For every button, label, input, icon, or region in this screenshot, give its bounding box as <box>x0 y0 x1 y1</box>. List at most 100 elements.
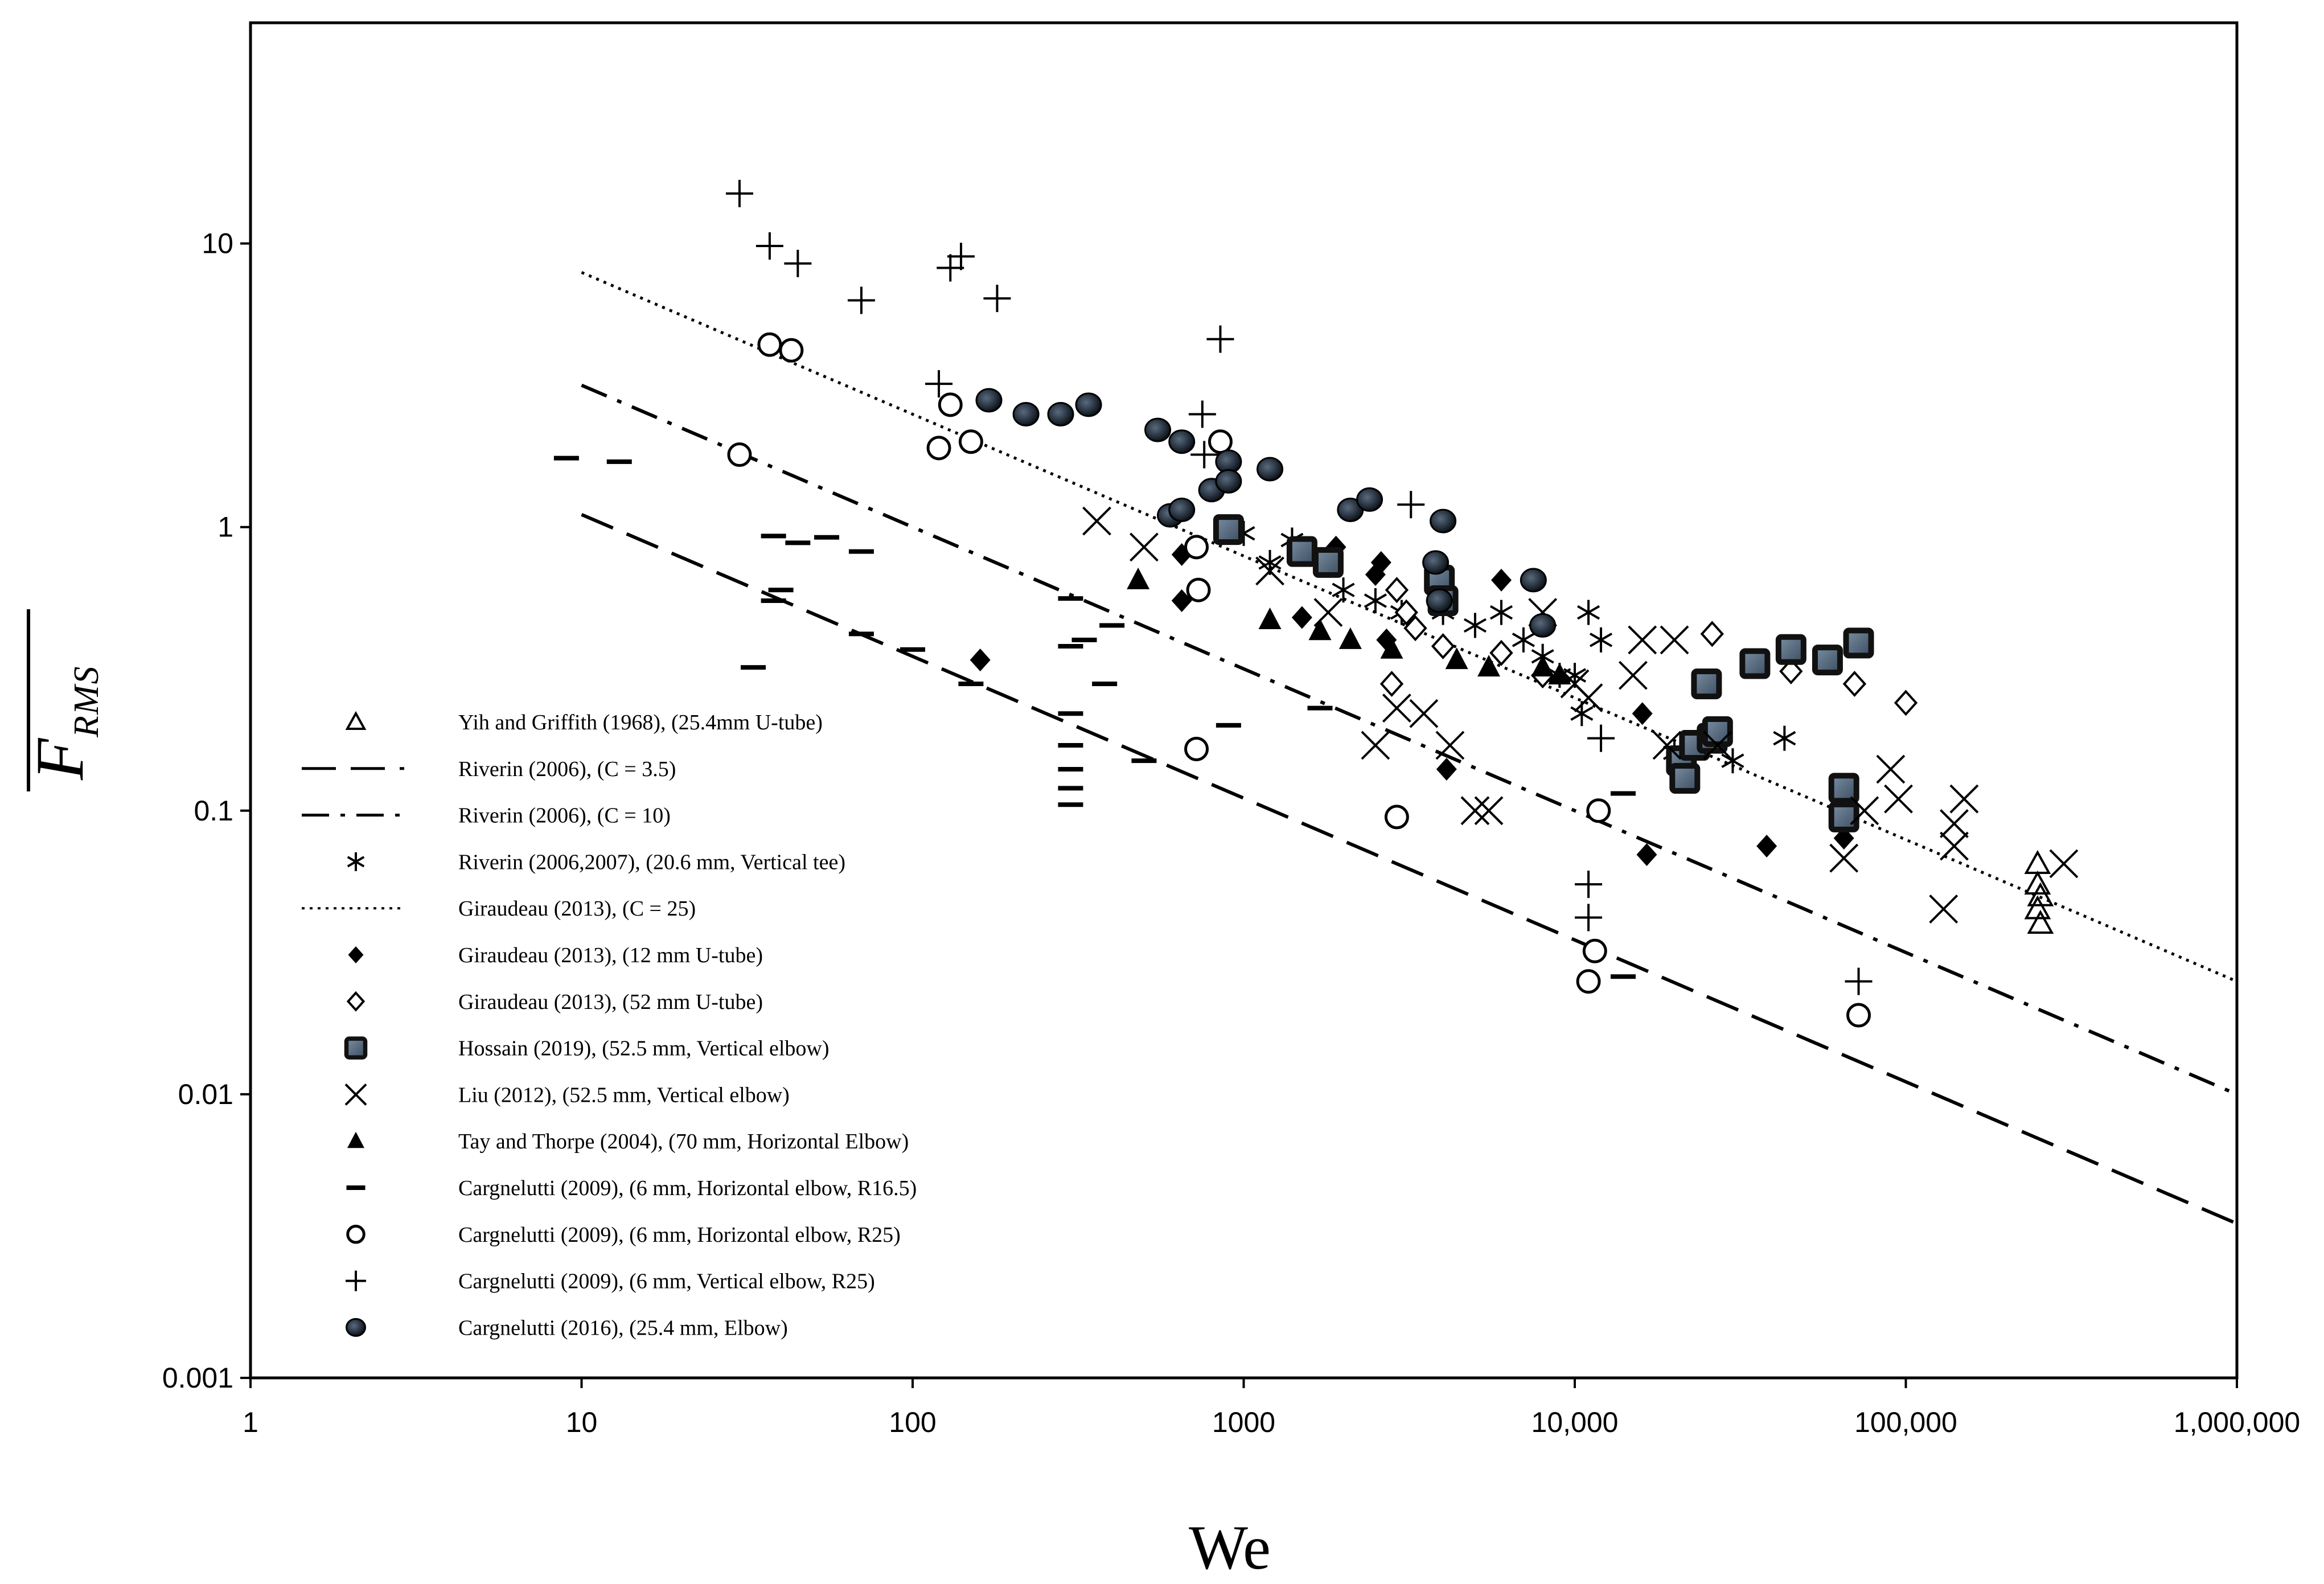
data-point-ellipse-filled <box>1426 588 1453 613</box>
x-stroke <box>1382 693 1411 723</box>
data-point-triangle-open <box>2027 882 2054 906</box>
legend-item: Liu (2012), (52.5 mm, Vertical elbow) <box>344 1083 790 1107</box>
data-point-square-filled <box>1286 536 1317 567</box>
legend-item: Riverin (2006), (C = 3.5) <box>302 757 676 781</box>
series-triangle-filled <box>1127 567 1571 685</box>
x-stroke <box>1703 731 1732 760</box>
data-point-asterisk <box>1577 600 1600 625</box>
data-point-triangle-open <box>2024 850 2051 874</box>
asterisk-stroke <box>1332 582 1355 597</box>
asterisk-stroke <box>1463 618 1487 633</box>
data-point-ellipse-filled <box>1422 550 1450 575</box>
legend-label: Riverin (2006,2007), (20.6 mm, Vertical … <box>458 850 845 874</box>
data-point-x <box>1929 894 1958 924</box>
asterisk-stroke <box>1512 633 1535 647</box>
legend-item: Giraudeau (2013), (C = 25) <box>302 897 696 921</box>
data-point-x <box>1940 831 1969 861</box>
legend-item: Cargnelutti (2009), (6 mm, Vertical elbo… <box>346 1270 875 1294</box>
series-circle-open <box>727 332 1871 1028</box>
legend-label: Hossain (2019), (52.5 mm, Vertical elbow… <box>458 1037 830 1061</box>
data-point-x <box>1361 731 1390 760</box>
data-point-diamond-open <box>1700 621 1724 647</box>
data-point-ellipse-filled <box>1012 401 1040 426</box>
legend-label: Riverin (2006), (C = 10) <box>458 804 671 828</box>
data-point-square-filled <box>1843 627 1874 659</box>
legend-marker-dash <box>346 1185 366 1190</box>
data-point-x <box>1652 731 1682 760</box>
x-stroke <box>1929 894 1958 924</box>
legend-item: Giraudeau (2013), (12 mm U-tube) <box>348 943 763 967</box>
data-point-dash <box>1099 623 1125 628</box>
plot-frame <box>249 21 2239 1380</box>
data-point-ellipse-filled <box>1075 392 1102 417</box>
series-dash <box>553 455 1636 979</box>
legend-label: Cargnelutti (2009), (6 mm, Vertical elbo… <box>458 1270 875 1294</box>
asterisk-stroke <box>347 856 365 868</box>
x-stroke <box>1255 556 1284 586</box>
data-point-plus <box>925 370 953 398</box>
legend-item: Cargnelutti (2009), (6 mm, Horizontal el… <box>346 1176 917 1200</box>
x-tick-label: 1000 <box>1212 1406 1275 1438</box>
y-tick-label: 0.001 <box>162 1362 233 1394</box>
data-point-diamond-filled <box>1756 835 1777 858</box>
legend-marker-square-filled <box>344 1036 368 1060</box>
data-point-ellipse-filled <box>1356 487 1383 512</box>
legend-marker-diamond-filled <box>348 946 364 963</box>
data-point-x <box>1850 796 1879 826</box>
data-point-triangle-filled <box>1127 567 1150 589</box>
data-point-plus <box>947 243 975 270</box>
data-point-diamond-filled <box>1365 563 1386 586</box>
data-point-x <box>1435 731 1465 760</box>
x-stroke <box>1130 532 1159 562</box>
data-point-circle-open <box>1576 969 1601 994</box>
data-point-plus <box>755 232 783 260</box>
x-tick-label: 1 <box>243 1406 258 1438</box>
x-stroke <box>1876 754 1906 784</box>
data-point-dash <box>1058 644 1083 649</box>
data-point-asterisk <box>1589 627 1613 653</box>
data-point-ellipse-filled <box>975 388 1003 413</box>
data-point-diamond-open <box>1894 690 1918 716</box>
legend-label: Yih and Griffith (1968), (25.4mm U-tube) <box>458 711 823 734</box>
data-point-plus <box>1575 904 1603 931</box>
data-point-dash <box>1610 791 1636 796</box>
data-point-circle-open <box>958 429 983 454</box>
data-point-x <box>1130 532 1159 562</box>
x-tick-label: 10,000 <box>1531 1406 1619 1438</box>
series-plus <box>725 179 1873 995</box>
data-point-plus <box>1397 491 1425 519</box>
data-point-diamond-open <box>1403 615 1427 642</box>
data-point-circle-open <box>1586 798 1611 823</box>
legend-item: Tay and Thorpe (2004), (70 mm, Horizonta… <box>347 1130 909 1154</box>
data-point-ellipse-filled <box>1047 401 1074 426</box>
x-stroke <box>1850 796 1879 826</box>
x-stroke <box>1829 843 1859 873</box>
legend-label: Cargnelutti (2016), (25.4 mm, Elbow) <box>458 1316 788 1340</box>
data-point-square-filled <box>1213 514 1244 545</box>
data-point-diamond-open <box>1489 639 1513 666</box>
legend-marker-circle-open <box>346 1225 366 1244</box>
data-point-asterisk <box>1463 613 1487 638</box>
x-stroke <box>1652 731 1682 760</box>
data-point-plus <box>1845 967 1873 995</box>
series-diamond-open <box>1379 577 1918 716</box>
x-stroke <box>1435 731 1465 760</box>
legend-label: Tay and Thorpe (2004), (70 mm, Horizonta… <box>458 1130 909 1154</box>
data-point-ellipse-filled <box>1215 469 1242 494</box>
data-point-x <box>1409 699 1439 728</box>
data-point-circle-open <box>1208 429 1233 454</box>
data-point-x <box>1618 660 1648 690</box>
legend-item: Riverin (2006,2007), (20.6 mm, Vertical … <box>347 850 845 874</box>
data-point-x <box>1460 796 1490 826</box>
legend-label: Cargnelutti (2009), (6 mm, Horizontal el… <box>458 1176 917 1200</box>
data-point-asterisk <box>1721 748 1744 774</box>
data-point-x <box>1082 506 1111 536</box>
data-point-square-filled <box>1828 801 1859 832</box>
data-point-dash <box>958 682 984 687</box>
data-point-dash <box>1058 711 1083 716</box>
data-point-triangle-filled <box>1548 663 1571 685</box>
series-ellipse-filled <box>975 388 1557 638</box>
data-point-dash <box>1610 974 1636 979</box>
data-point-dash <box>1131 758 1157 764</box>
y-tick-label: 0.01 <box>178 1078 233 1110</box>
